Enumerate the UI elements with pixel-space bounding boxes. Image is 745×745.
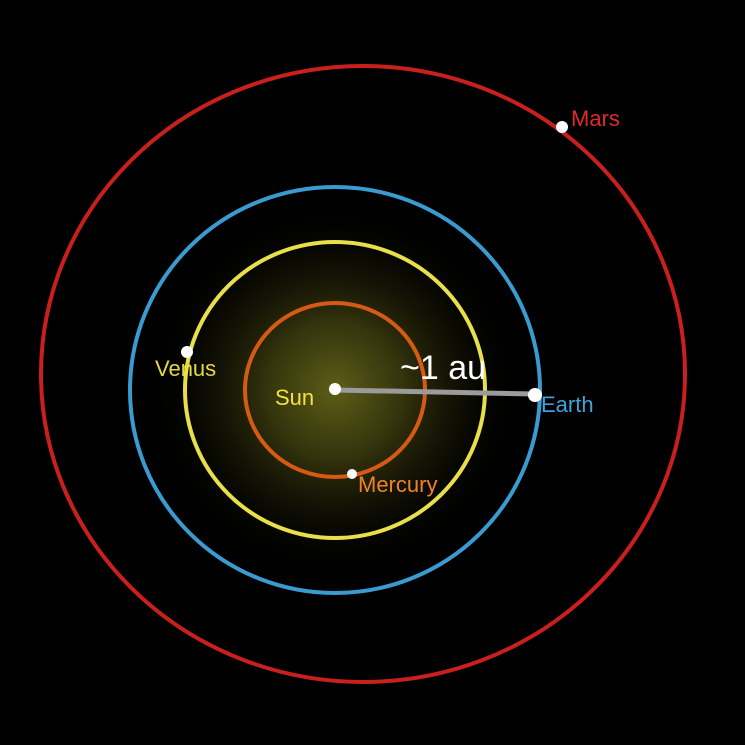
solar-system-diagram: ~1 au Sun Mercury Venus Earth Mars (0, 0, 745, 745)
venus-label: Venus (155, 356, 216, 381)
sun-marker (329, 383, 341, 395)
earth-label: Earth (541, 392, 594, 417)
au-label: ~1 au (400, 349, 486, 387)
mars-label: Mars (571, 106, 620, 131)
mercury-label: Mercury (358, 472, 437, 497)
earth-marker (528, 388, 542, 402)
sun-label: Sun (275, 385, 314, 410)
mars-marker (556, 121, 568, 133)
mercury-marker (347, 469, 357, 479)
